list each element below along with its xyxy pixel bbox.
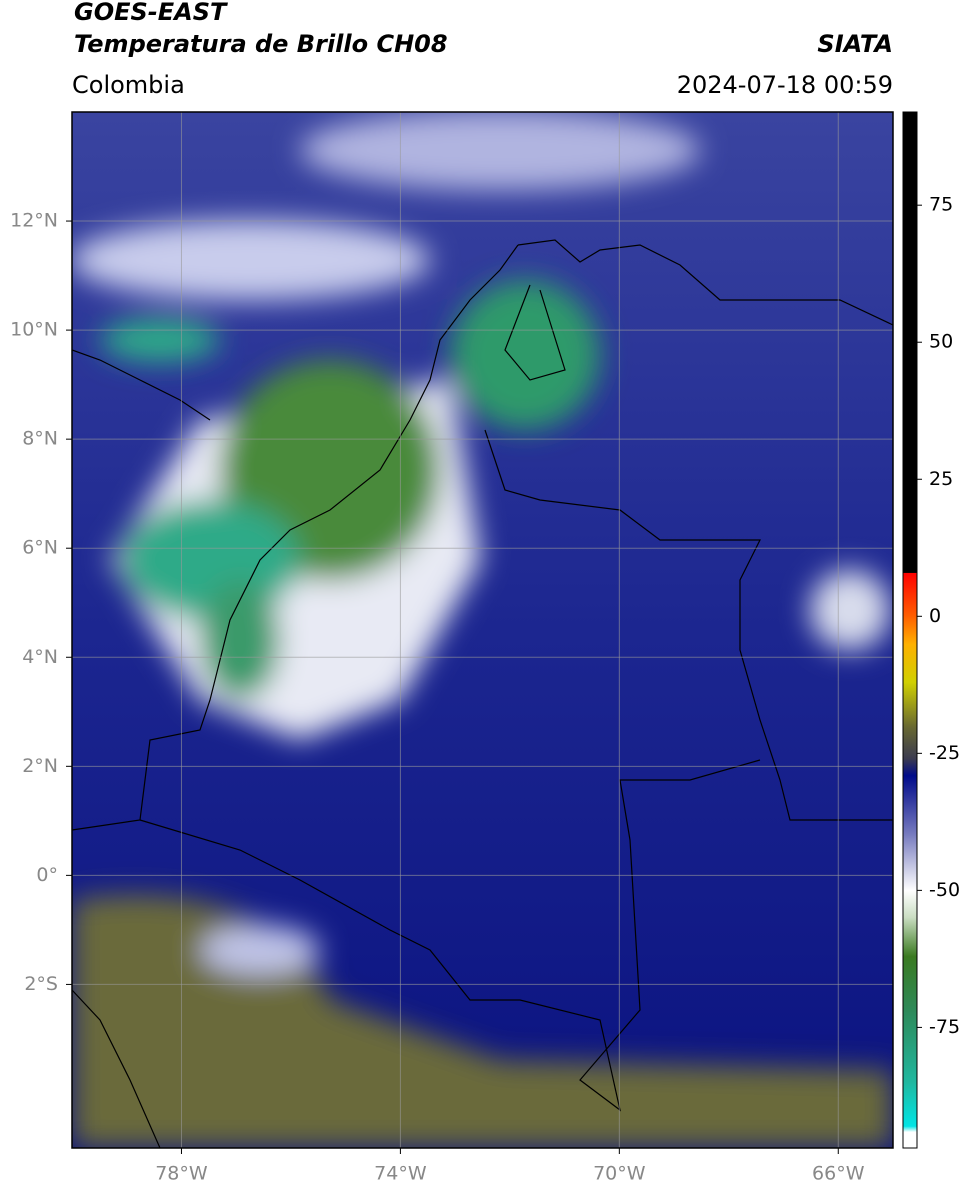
y-tick-label: 12°N — [10, 210, 58, 232]
colorbar-tick-label: 75 — [929, 194, 953, 216]
x-tick-label: 66°W — [812, 1163, 865, 1185]
colorbar-frame — [902, 111, 918, 1149]
colorbar-segment — [903, 643, 917, 683]
colorbar-segment — [903, 725, 917, 760]
y-tick-label: 2°N — [22, 755, 58, 777]
colorbar-tick-label: -75 — [929, 1016, 960, 1038]
map-imagery — [72, 112, 893, 1148]
colorbar-tick-label: 25 — [929, 468, 953, 490]
x-tick-label: 74°W — [374, 1163, 427, 1185]
y-tick-label: 8°N — [22, 428, 58, 450]
colorbar-segment — [903, 835, 917, 891]
colorbar-segment — [903, 890, 917, 919]
y-tick-label: 10°N — [10, 319, 58, 341]
colorbar-segment — [903, 1126, 917, 1133]
x-tick-label: 78°W — [155, 1163, 208, 1185]
y-tick-label: 2°S — [24, 973, 58, 995]
colorbar-tick-label: -50 — [929, 879, 960, 901]
y-tick-label: 6°N — [22, 537, 58, 559]
colorbar-segment — [903, 616, 917, 645]
colorbar-segment — [903, 1082, 917, 1127]
map-frame — [71, 111, 894, 1149]
colorbar-segment — [903, 775, 917, 837]
colorbar-segment — [903, 572, 917, 617]
y-tick-label: 0° — [36, 864, 58, 886]
agency-label: SIATA — [817, 30, 893, 58]
colorbar-segment — [903, 1010, 917, 1083]
datetime-label: 2024-07-18 00:59 — [677, 71, 893, 99]
colorbar-tick-label: 0 — [929, 605, 941, 627]
y-tick-label: 4°N — [22, 646, 58, 668]
colorbar-tick-label: 50 — [929, 331, 953, 353]
colorbar — [903, 112, 922, 1149]
source-title: GOES-EAST — [74, 0, 228, 26]
product-title: Temperatura de Brillo CH08 — [74, 30, 448, 58]
colorbar-segment — [903, 956, 917, 1012]
region-label: Colombia — [72, 71, 185, 99]
colorbar-segment — [903, 1131, 917, 1149]
colorbar-tick-label: -25 — [929, 742, 960, 764]
colorbar-segment — [903, 112, 917, 573]
colorbar-segment — [903, 917, 917, 957]
colorbar-segment — [903, 682, 917, 727]
x-tick-label: 70°W — [593, 1163, 646, 1185]
colorbar-segment — [903, 758, 917, 776]
grid — [66, 112, 893, 1154]
